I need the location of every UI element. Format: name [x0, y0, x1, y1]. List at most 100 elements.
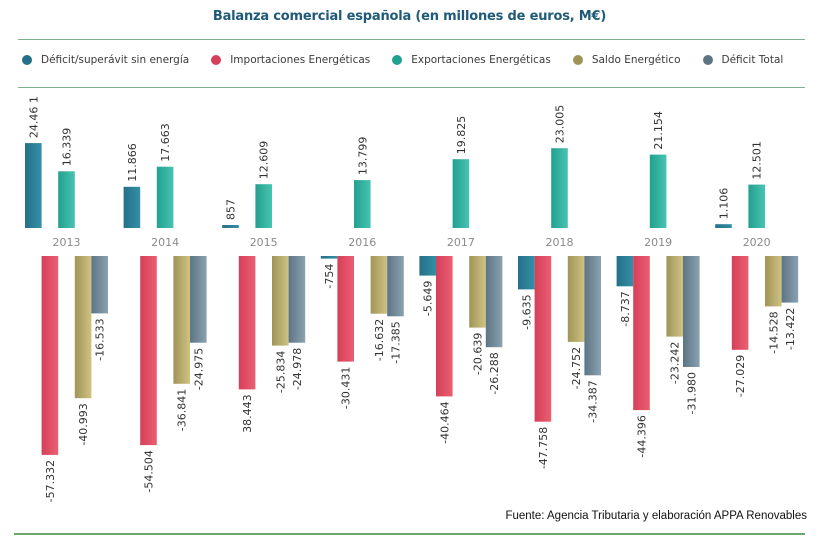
bar-saldo-energetico-2020	[765, 256, 782, 307]
data-label: -31.980	[685, 372, 698, 414]
data-label: -47.758	[537, 427, 550, 469]
bar-saldo-energetico-2018	[567, 256, 585, 342]
bar-deficit-total-2016	[387, 256, 404, 317]
data-label: 24.46 1	[27, 96, 40, 138]
legend-label: Déficit/superávit sin energía	[41, 54, 190, 66]
bar-exportaciones-energeticas-2013	[58, 171, 75, 228]
bar-importaciones-energeticas-2015	[238, 256, 256, 390]
bar-saldo-energetico-2017	[469, 256, 486, 328]
bar-deficit-superavit-sin-energia-2015	[222, 225, 239, 228]
bar-deficit-superavit-sin-energia-2013	[25, 143, 42, 228]
data-label: -8.737	[619, 291, 632, 326]
data-label: 16.339	[61, 128, 74, 167]
data-label: -20.639	[472, 333, 485, 375]
bar-saldo-energetico-2015	[272, 256, 289, 346]
x-tick-label: 2015	[250, 236, 278, 249]
data-label: -9.635	[520, 294, 533, 329]
data-label: -23.242	[669, 342, 682, 384]
data-label: 11.866	[126, 143, 139, 182]
bar-importaciones-energeticas-2017	[436, 256, 453, 397]
bar-saldo-energetico-2014	[173, 256, 190, 384]
data-label: 13.799	[356, 137, 369, 176]
footer-divider	[14, 533, 805, 535]
legend-marker-icon	[211, 55, 222, 65]
data-label: -36.841	[176, 389, 189, 431]
bar-importaciones-energeticas-2018	[534, 256, 552, 422]
legend-label: Déficit Total	[721, 54, 784, 66]
data-label: -754	[323, 264, 336, 289]
data-label: -24.752	[570, 347, 583, 389]
x-tick-label: 2016	[348, 236, 376, 249]
data-label: -16.533	[94, 318, 107, 360]
data-label: -54.504	[143, 450, 156, 492]
data-label: -44.396	[636, 415, 649, 457]
legend-item-exportaciones-energeticas[interactable]: Exportaciones Energéticas	[392, 54, 551, 66]
x-tick-label: 2013	[53, 236, 81, 249]
data-label: -26.288	[488, 352, 501, 394]
bar-deficit-superavit-sin-energia-2019	[616, 256, 634, 287]
data-label: -16.632	[373, 319, 386, 361]
legend-divider	[18, 87, 805, 88]
bar-exportaciones-energeticas-2018	[551, 148, 568, 228]
legend-item-deficit-total[interactable]: Déficit Total	[702, 54, 784, 66]
bar-importaciones-energeticas-2013	[41, 256, 59, 455]
data-label: 21.154	[652, 111, 665, 150]
legend-label: Exportaciones Energéticas	[411, 54, 551, 66]
data-label: -17.385	[390, 321, 403, 363]
legend-item-importaciones-energeticas[interactable]: Importaciones Energéticas	[211, 54, 370, 66]
bar-deficit-total-2020	[781, 256, 799, 303]
data-label: -40.464	[438, 401, 451, 443]
chart-legend: Déficit/superávit sin energía Importacion…	[22, 54, 805, 66]
data-label: 17.663	[159, 123, 172, 162]
chart-title: Balanza comercial española (en millones …	[212, 9, 607, 24]
data-label: -27.029	[734, 355, 747, 397]
x-tick-label: 2019	[644, 236, 672, 249]
legend-label: Importaciones Energéticas	[230, 54, 371, 66]
bar-deficit-total-2013	[91, 256, 108, 314]
data-label: -57.332	[44, 460, 57, 502]
data-label: 19.825	[455, 116, 468, 155]
data-label: -25.834	[274, 351, 287, 393]
bar-deficit-superavit-sin-energia-2018	[518, 256, 535, 290]
title-divider	[18, 39, 805, 40]
legend-item-deficit-superavit-sin-energia[interactable]: Déficit/superávit sin energía	[22, 54, 189, 66]
data-label: 38.443	[241, 394, 254, 433]
data-label: -13.422	[784, 308, 797, 350]
bar-deficit-superavit-sin-energia-2016	[320, 256, 338, 259]
bar-importaciones-energeticas-2019	[633, 256, 650, 411]
bar-exportaciones-energeticas-2014	[156, 166, 174, 228]
bar-deficit-total-2018	[584, 256, 601, 376]
bar-deficit-total-2017	[485, 256, 503, 348]
bar-exportaciones-energeticas-2020	[748, 184, 765, 228]
data-label: -24.978	[291, 348, 304, 390]
source-note: Fuente: Agencia Tributaria y elaboración…	[505, 510, 807, 522]
legend-marker-icon	[392, 55, 403, 65]
bar-importaciones-energeticas-2014	[140, 256, 157, 446]
data-label: 12.609	[258, 141, 271, 180]
data-label: -40.993	[77, 403, 90, 445]
data-label: 23.005	[554, 105, 567, 144]
legend-label: Saldo Energético	[591, 54, 681, 66]
legend-item-saldo-energetico[interactable]: Saldo Energético	[572, 54, 681, 66]
data-label: -5.649	[422, 281, 435, 316]
legend-marker-icon	[22, 55, 32, 65]
bar-exportaciones-energeticas-2015	[255, 184, 272, 228]
bar-deficit-superavit-sin-energia-2017	[419, 256, 436, 276]
bar-deficit-total-2014	[190, 256, 207, 343]
bar-exportaciones-energeticas-2019	[649, 154, 667, 228]
data-label: -14.528	[767, 311, 780, 353]
legend-marker-icon	[702, 55, 713, 65]
bar-saldo-energetico-2013	[74, 256, 92, 399]
data-label: 1.106	[718, 188, 731, 220]
data-label: -34.387	[587, 380, 600, 422]
x-tick-label: 2017	[447, 236, 475, 249]
bar-deficit-superavit-sin-energia-2020	[715, 224, 732, 228]
data-label: -30.431	[340, 367, 353, 409]
x-tick-label: 2020	[743, 236, 771, 249]
bar-exportaciones-energeticas-2017	[452, 159, 470, 228]
bar-deficit-superavit-sin-energia-2014	[123, 186, 141, 228]
legend-marker-icon	[572, 55, 583, 65]
data-label: 857	[225, 199, 238, 220]
x-tick-label: 2014	[151, 236, 179, 249]
